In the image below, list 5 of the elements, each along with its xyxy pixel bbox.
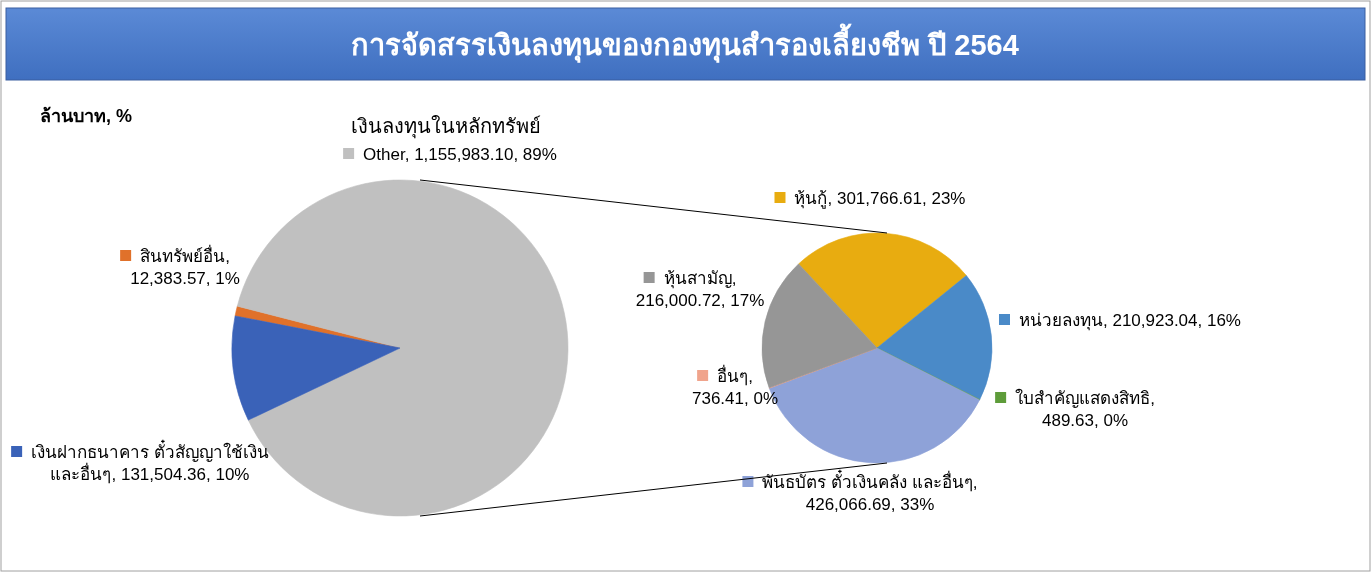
legend-label: เงินฝากธนาคาร ตั๋วสัญญาใช้เงิน และอื่นๆ, 131,504.36, 10% bbox=[31, 439, 269, 484]
legend-label: พันธบัตร ตั๋วเงินคลัง และอื่นๆ, 426,066.69, 33% bbox=[762, 469, 978, 514]
text: เงินลงทุนในหลักทรัพย์ bbox=[351, 115, 541, 139]
text: การจัดสรรเงินลงทุนของกองทุนสำรองเลี้ยงชีพ ปี 2564 bbox=[351, 23, 1019, 63]
text: ล้านบาท, % bbox=[40, 106, 133, 126]
